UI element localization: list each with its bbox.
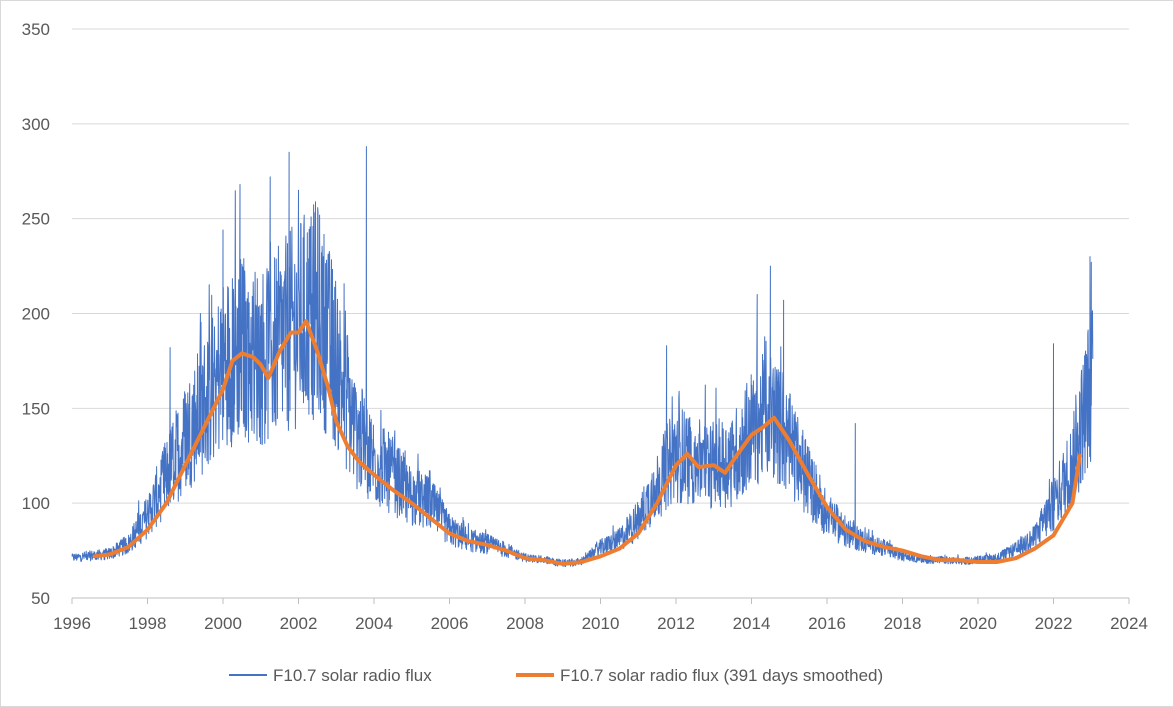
line-smoothed-flux	[92, 319, 1082, 566]
x-tick-label: 2014	[733, 614, 771, 633]
x-axis: 1996 1998 2000 2002 2004 2006 2008 2010 2012 2014…	[53, 597, 1148, 633]
y-axis-tick-labels: 50 100 150 200 250 300 350	[22, 20, 50, 608]
y-tick-label: 50	[31, 589, 50, 608]
series-daily-flux	[71, 146, 1094, 567]
x-tick-label: 2000	[204, 614, 242, 633]
x-tick-label: 2016	[808, 614, 846, 633]
legend: F10.7 solar radio flux F10.7 solar radio…	[229, 666, 883, 685]
x-tick-label: 2020	[959, 614, 997, 633]
series-smoothed-flux	[92, 319, 1082, 566]
x-tick-label: 2018	[884, 614, 922, 633]
x-tick-label: 2006	[431, 614, 469, 633]
y-tick-label: 350	[22, 20, 50, 39]
line-daily-flux	[71, 146, 1094, 567]
x-tick-label: 2024	[1110, 614, 1148, 633]
y-tick-label: 300	[22, 115, 50, 134]
x-tick-label: 2022	[1035, 614, 1073, 633]
y-tick-label: 150	[22, 399, 50, 418]
legend-label-daily-flux: F10.7 solar radio flux	[273, 666, 432, 685]
x-tick-label: 2008	[506, 614, 544, 633]
x-tick-label: 2002	[280, 614, 318, 633]
x-tick-label: 2004	[355, 614, 393, 633]
y-tick-label: 200	[22, 305, 50, 324]
x-tick-label: 1998	[129, 614, 167, 633]
x-tick-label: 2010	[582, 614, 620, 633]
legend-label-smoothed-flux: F10.7 solar radio flux (391 days smoothe…	[560, 666, 883, 685]
y-tick-label: 250	[22, 210, 50, 229]
x-tick-label: 1996	[53, 614, 91, 633]
y-tick-label: 100	[22, 494, 50, 513]
x-tick-label: 2012	[657, 614, 695, 633]
